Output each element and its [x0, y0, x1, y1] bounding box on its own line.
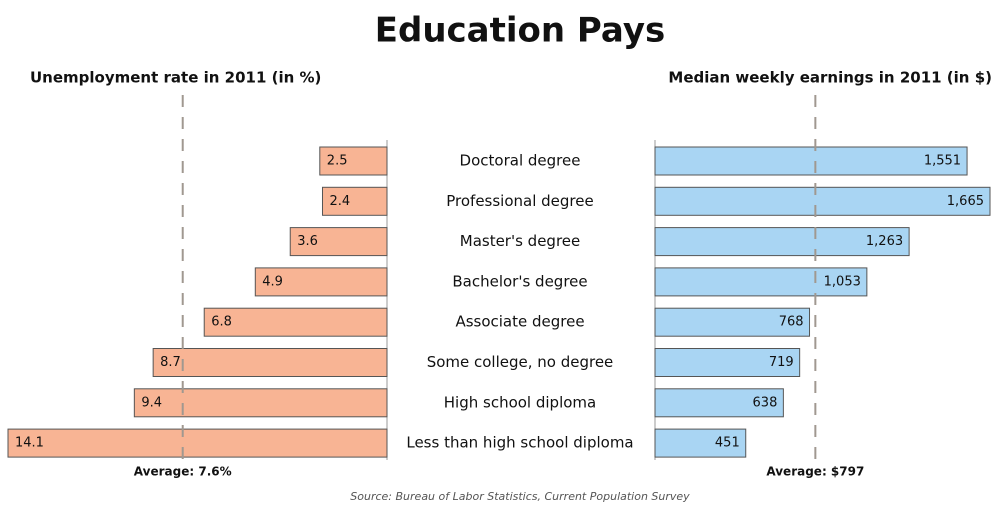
value-label: 2.4 — [329, 194, 350, 209]
bar — [289, 227, 388, 257]
category-label: High school diploma — [444, 393, 596, 411]
bar — [654, 348, 801, 377]
category-label: Master's degree — [460, 232, 581, 250]
left-title: Unemployment rate in 2011 (in %) — [30, 69, 321, 87]
category-label: Professional degree — [446, 192, 593, 210]
category-label: Some college, no degree — [427, 353, 614, 371]
bar — [321, 186, 388, 216]
bar — [654, 388, 784, 418]
bar — [319, 146, 388, 176]
value-label: 1,551 — [924, 154, 961, 169]
value-label: 719 — [769, 355, 794, 370]
bar — [7, 428, 388, 458]
value-label: 2.5 — [327, 154, 348, 169]
source: Source: Bureau of Labor Statistics, Curr… — [350, 490, 690, 503]
bar — [203, 307, 388, 337]
category-label: Less than high school diploma — [406, 434, 633, 452]
bar — [654, 227, 910, 257]
bar — [654, 267, 868, 297]
value-label: 451 — [715, 436, 740, 451]
value-label: 3.6 — [297, 234, 318, 249]
value-label: 1,053 — [824, 274, 861, 289]
bar — [133, 388, 388, 418]
value-label: 8.7 — [160, 355, 181, 370]
category-label: Associate degree — [455, 313, 584, 331]
bar — [654, 428, 747, 458]
category-label: Doctoral degree — [460, 152, 581, 170]
value-label: 1,263 — [866, 234, 903, 249]
bar — [654, 307, 811, 337]
chart-title: Education Pays — [375, 11, 665, 51]
value-label: 638 — [753, 395, 778, 410]
value-label: 6.8 — [211, 315, 232, 330]
value-label: 768 — [779, 315, 804, 330]
right-title: Median weekly earnings in 2011 (in $) — [668, 69, 992, 87]
bar — [152, 348, 388, 377]
bar — [254, 267, 388, 297]
value-label: 14.1 — [15, 436, 44, 451]
category-label: Bachelor's degree — [452, 272, 587, 290]
average-label: Average: 7.6% — [134, 465, 232, 479]
value-label: 9.4 — [141, 395, 162, 410]
value-label: 4.9 — [262, 274, 283, 289]
value-label: 1,665 — [947, 194, 984, 209]
average-label: Average: $797 — [766, 465, 864, 479]
bar — [654, 186, 991, 216]
bar — [654, 146, 968, 176]
